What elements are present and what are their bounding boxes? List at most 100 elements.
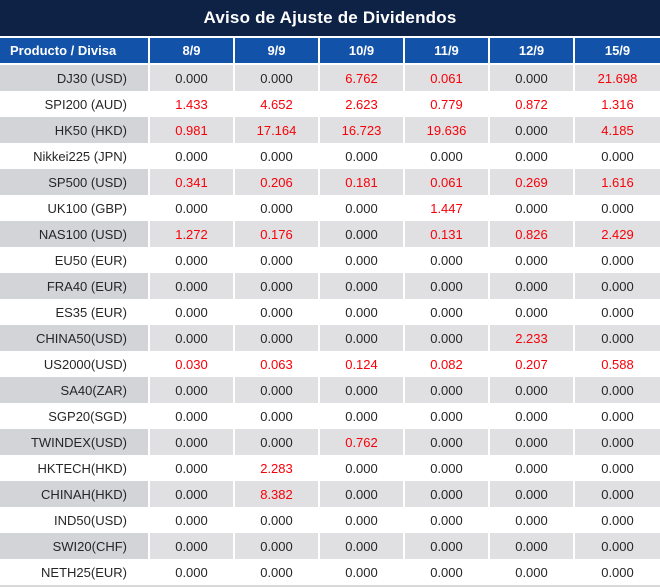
dividend-value-cell: 0.000 xyxy=(320,325,405,351)
dividend-value-cell: 0.000 xyxy=(575,325,660,351)
dividend-value-cell: 0.779 xyxy=(405,91,490,117)
table-row: US2000(USD) 0.030 0.063 0.124 0.082 0.207 0.58… xyxy=(0,351,660,377)
dividend-value-cell: 0.000 xyxy=(405,429,490,455)
dividend-value-cell: 0.000 xyxy=(235,377,320,403)
dividend-value-cell: 17.164 xyxy=(235,117,320,143)
table-row: SA40(ZAR) 0.000 0.000 0.000 0.000 0.000 0.000 xyxy=(0,377,660,403)
table-row: CHINAH(HKD) 0.000 8.382 0.000 0.000 0.000 0.00… xyxy=(0,481,660,507)
dividend-value-cell: 0.000 xyxy=(235,403,320,429)
product-label: NAS100 (USD) xyxy=(0,221,150,247)
dividend-value-cell: 0.000 xyxy=(150,507,235,533)
product-label: SA40(ZAR) xyxy=(0,377,150,403)
dividend-value-cell: 0.000 xyxy=(150,377,235,403)
dividend-value-cell: 0.000 xyxy=(235,143,320,169)
dividend-value-cell: 0.176 xyxy=(235,221,320,247)
dividend-value-cell: 0.000 xyxy=(235,507,320,533)
product-label: EU50 (EUR) xyxy=(0,247,150,273)
table-row: ES35 (EUR) 0.000 0.000 0.000 0.000 0.000 0.000 xyxy=(0,299,660,325)
table-row: IND50(USD) 0.000 0.000 0.000 0.000 0.000 0.000 xyxy=(0,507,660,533)
product-label: UK100 (GBP) xyxy=(0,195,150,221)
dividend-value-cell: 0.000 xyxy=(320,533,405,559)
table-row: HKTECH(HKD) 0.000 2.283 0.000 0.000 0.000 0.00… xyxy=(0,455,660,481)
dividend-value-cell: 0.000 xyxy=(235,325,320,351)
product-label: HK50 (HKD) xyxy=(0,117,150,143)
dividend-value-cell: 0.000 xyxy=(405,377,490,403)
dividend-value-cell: 0.181 xyxy=(320,169,405,195)
dividend-value-cell: 0.000 xyxy=(575,403,660,429)
dividend-value-cell: 0.131 xyxy=(405,221,490,247)
dividend-value-cell: 0.000 xyxy=(150,143,235,169)
dividend-value-cell: 0.000 xyxy=(490,117,575,143)
dividend-value-cell: 0.000 xyxy=(150,195,235,221)
dividend-value-cell: 0.000 xyxy=(405,507,490,533)
dividend-value-cell: 0.269 xyxy=(490,169,575,195)
dividend-value-cell: 2.283 xyxy=(235,455,320,481)
dividend-value-cell: 0.000 xyxy=(320,195,405,221)
dividend-value-cell: 0.000 xyxy=(235,273,320,299)
dividend-value-cell: 0.000 xyxy=(490,533,575,559)
dividend-value-cell: 0.000 xyxy=(235,247,320,273)
product-label: NETH25(EUR) xyxy=(0,559,150,585)
dividend-value-cell: 0.000 xyxy=(575,247,660,273)
page-title: Aviso de Ajuste de Dividendos xyxy=(0,0,660,38)
dividend-value-cell: 0.000 xyxy=(405,299,490,325)
dividend-value-cell: 0.000 xyxy=(320,481,405,507)
column-header-date-2: 9/9 xyxy=(235,38,320,63)
dividend-value-cell: 0.000 xyxy=(320,559,405,585)
dividend-value-cell: 2.429 xyxy=(575,221,660,247)
product-label: ES35 (EUR) xyxy=(0,299,150,325)
product-label: SWI20(CHF) xyxy=(0,533,150,559)
column-header-product: Producto / Divisa xyxy=(0,38,150,63)
column-header-date-1: 8/9 xyxy=(150,38,235,63)
dividend-value-cell: 0.000 xyxy=(320,299,405,325)
dividend-value-cell: 0.000 xyxy=(150,559,235,585)
dividend-value-cell: 0.000 xyxy=(490,143,575,169)
dividend-value-cell: 0.000 xyxy=(490,559,575,585)
dividend-value-cell: 0.000 xyxy=(405,143,490,169)
dividend-value-cell: 0.000 xyxy=(235,429,320,455)
dividend-value-cell: 0.000 xyxy=(235,195,320,221)
dividend-value-cell: 0.000 xyxy=(235,559,320,585)
table-row: TWINDEX(USD) 0.000 0.000 0.762 0.000 0.000 0.0… xyxy=(0,429,660,455)
dividend-value-cell: 6.762 xyxy=(320,65,405,91)
table-row: NETH25(EUR) 0.000 0.000 0.000 0.000 0.000 0.00… xyxy=(0,559,660,585)
dividend-value-cell: 0.061 xyxy=(405,169,490,195)
table-row: UK100 (GBP) 0.000 0.000 0.000 1.447 0.000 0.00… xyxy=(0,195,660,221)
column-header-date-3: 10/9 xyxy=(320,38,405,63)
table-row: NAS100 (USD) 1.272 0.176 0.000 0.131 0.826 2.4… xyxy=(0,221,660,247)
dividend-value-cell: 0.000 xyxy=(575,533,660,559)
dividend-value-cell: 1.272 xyxy=(150,221,235,247)
product-label: Nikkei225 (JPN) xyxy=(0,143,150,169)
dividend-value-cell: 0.000 xyxy=(320,221,405,247)
product-label: SGP20(SGD) xyxy=(0,403,150,429)
dividend-value-cell: 2.233 xyxy=(490,325,575,351)
dividend-value-cell: 0.000 xyxy=(320,403,405,429)
dividend-value-cell: 0.000 xyxy=(575,455,660,481)
dividend-value-cell: 0.000 xyxy=(320,377,405,403)
dividend-value-cell: 16.723 xyxy=(320,117,405,143)
dividend-value-cell: 0.000 xyxy=(490,507,575,533)
dividend-value-cell: 0.000 xyxy=(235,65,320,91)
table-row: FRA40 (EUR) 0.000 0.000 0.000 0.000 0.000 0.00… xyxy=(0,273,660,299)
product-label: TWINDEX(USD) xyxy=(0,429,150,455)
dividend-value-cell: 0.000 xyxy=(490,299,575,325)
dividend-value-cell: 0.000 xyxy=(575,507,660,533)
dividend-value-cell: 0.000 xyxy=(490,273,575,299)
dividend-value-cell: 0.341 xyxy=(150,169,235,195)
dividend-value-cell: 0.061 xyxy=(405,65,490,91)
column-header-date-4: 11/9 xyxy=(405,38,490,63)
dividend-value-cell: 0.000 xyxy=(575,273,660,299)
table-row: Nikkei225 (JPN) 0.000 0.000 0.000 0.000 0.000… xyxy=(0,143,660,169)
table-row: CHINA50(USD) 0.000 0.000 0.000 0.000 2.233 0.0… xyxy=(0,325,660,351)
dividend-value-cell: 0.000 xyxy=(320,455,405,481)
dividend-value-cell: 4.652 xyxy=(235,91,320,117)
dividend-value-cell: 0.000 xyxy=(235,299,320,325)
dividend-value-cell: 0.000 xyxy=(490,195,575,221)
product-label: SP500 (USD) xyxy=(0,169,150,195)
dividend-value-cell: 0.000 xyxy=(150,65,235,91)
dividend-value-cell: 0.000 xyxy=(150,481,235,507)
dividend-value-cell: 8.382 xyxy=(235,481,320,507)
dividend-value-cell: 1.616 xyxy=(575,169,660,195)
dividend-value-cell: 0.000 xyxy=(320,247,405,273)
